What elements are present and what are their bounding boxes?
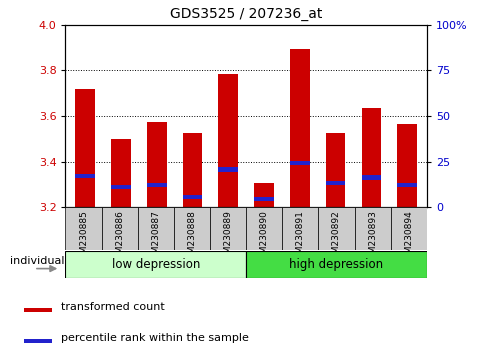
Bar (289, 49, 309, 207)
Bar (245, 207, 282, 250)
Bar (289, 161, 309, 165)
Title: GDS3525 / 207236_at: GDS3525 / 207236_at (169, 7, 322, 21)
Bar (147, 183, 166, 188)
Bar (325, 181, 345, 185)
Bar (254, 197, 273, 201)
Text: percentile rank within the sample: percentile rank within the sample (61, 333, 248, 343)
Text: low depression: low depression (111, 258, 199, 271)
Text: GSM230891: GSM230891 (295, 211, 304, 266)
Text: GSM230894: GSM230894 (403, 211, 412, 265)
Bar (137, 207, 173, 250)
Bar (218, 74, 238, 207)
Bar (218, 167, 238, 172)
Bar (65, 251, 245, 278)
Bar (361, 108, 380, 207)
Text: GSM230886: GSM230886 (115, 211, 124, 266)
Text: GSM230893: GSM230893 (367, 211, 377, 266)
Bar (325, 133, 345, 207)
Bar (24, 308, 51, 312)
Bar (390, 207, 426, 250)
Bar (75, 88, 95, 207)
Bar (147, 122, 166, 207)
Bar (282, 207, 318, 250)
Text: GSM230888: GSM230888 (187, 211, 196, 266)
Bar (111, 139, 131, 207)
Bar (75, 174, 95, 178)
Text: GSM230892: GSM230892 (331, 211, 340, 265)
Bar (111, 184, 131, 189)
Bar (254, 183, 273, 207)
Bar (182, 195, 202, 199)
Bar (173, 207, 210, 250)
Bar (24, 339, 51, 343)
Bar (354, 207, 390, 250)
Text: transformed count: transformed count (61, 302, 165, 312)
Text: individual: individual (10, 256, 64, 267)
Text: high depression: high depression (289, 258, 383, 271)
Text: GSM230887: GSM230887 (151, 211, 160, 266)
Bar (361, 176, 380, 179)
Bar (396, 183, 416, 188)
Bar (396, 124, 416, 207)
Bar (102, 207, 137, 250)
Bar (65, 207, 102, 250)
Bar (182, 133, 202, 207)
Bar (245, 251, 426, 278)
Bar (210, 207, 245, 250)
Text: GSM230889: GSM230889 (223, 211, 232, 266)
Bar (318, 207, 354, 250)
Text: GSM230890: GSM230890 (259, 211, 268, 266)
Text: GSM230885: GSM230885 (79, 211, 88, 266)
